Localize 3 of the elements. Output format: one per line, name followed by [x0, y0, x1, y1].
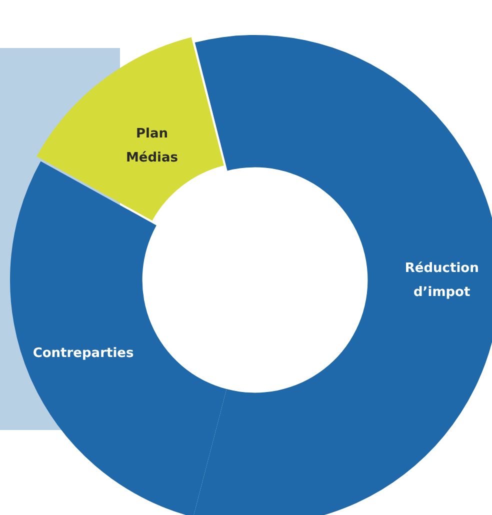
slice-label: Contreparties — [32, 346, 134, 361]
slice-label: Plan Médias — [126, 126, 178, 166]
slice-label: Réduction d’impot — [404, 261, 479, 300]
